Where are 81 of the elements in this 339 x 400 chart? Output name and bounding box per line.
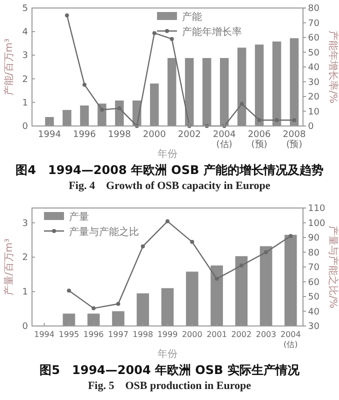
- x-tick-label: 2004(估): [212, 130, 236, 150]
- point: [82, 82, 86, 87]
- x-tick-label: 1994: [34, 330, 54, 339]
- y-tick-label: 5: [22, 4, 28, 14]
- legend-label: 产量: [69, 211, 89, 223]
- y-tick-label: 0: [22, 322, 28, 332]
- y2-tick-label: 50: [308, 292, 320, 302]
- y-tick-label: 3: [22, 51, 28, 62]
- y2-tick-label: 40: [308, 63, 320, 73]
- x-tick-label: 1997: [108, 330, 128, 339]
- legend-label: 产量与产能之比: [69, 226, 139, 238]
- x-tick-label: 2004(估): [280, 330, 301, 349]
- x-tick-label: 2003: [256, 330, 276, 339]
- point: [190, 240, 194, 244]
- point: [288, 234, 293, 238]
- x-tick-label: 1999: [157, 330, 178, 339]
- point: [214, 276, 219, 281]
- y2-tick-label: 30: [308, 78, 320, 88]
- y2-tick-label: 80: [308, 4, 320, 14]
- y-axis-title: 产能/百万m³: [3, 38, 15, 96]
- text: 图4 1994—2008 年欧洲 OSB 产能的增长情况及趋势: [16, 163, 324, 177]
- point: [274, 118, 279, 122]
- y2-tick-label: 70: [308, 18, 320, 29]
- legend-label: 产能: [182, 11, 202, 23]
- x-tick-label: 1996: [83, 330, 104, 339]
- point: [116, 302, 120, 306]
- x-tick-label: 2002: [178, 130, 201, 140]
- point: [264, 250, 268, 254]
- point: [92, 306, 96, 310]
- x-axis-title: 年份: [158, 148, 178, 160]
- legend-label: 产能年增长率: [182, 26, 242, 38]
- y-tick-label: 2: [22, 74, 28, 85]
- point: [292, 118, 296, 122]
- point: [100, 108, 104, 112]
- text: Fig. 4 Growth of OSB capacity in Europe: [68, 180, 270, 192]
- point: [166, 219, 170, 224]
- x-tick-label: 1998: [108, 130, 132, 140]
- point: [257, 118, 262, 122]
- point: [170, 36, 174, 41]
- y2-tick-label: 100: [308, 218, 326, 229]
- x-tick-label: 2000: [142, 130, 166, 140]
- point: [117, 106, 122, 110]
- x-tick-label: 2008(预): [282, 130, 306, 150]
- point: [64, 13, 69, 18]
- y2-tick-label: 70: [308, 263, 320, 273]
- x-tick-label: 2002: [231, 330, 252, 339]
- y2-tick-label: 80: [308, 248, 320, 258]
- y2-tick-label: 10: [308, 107, 320, 118]
- y2-tick-label: 90: [308, 234, 320, 244]
- y2-tick-label: 50: [308, 48, 320, 58]
- x-tick-label: 1994: [38, 130, 62, 140]
- point: [240, 102, 244, 106]
- text: Fig. 5 OSB production in Europe: [88, 380, 252, 392]
- y2-tick-label: 110: [308, 204, 326, 214]
- y-tick-label: 1: [22, 288, 28, 298]
- y2-tick-label: 0: [308, 122, 314, 132]
- y2-tick-label: 30: [308, 322, 320, 332]
- y2-axis-title: 产量与产能之比/%: [327, 226, 339, 308]
- y2-tick-label: 60: [308, 278, 320, 288]
- point: [152, 31, 156, 36]
- text: 图5 1994—2004 年欧洲 OSB 实际生产情况: [40, 363, 300, 377]
- x-tick-label: 2000: [182, 330, 202, 339]
- x-tick-label: 1998: [132, 330, 154, 339]
- y2-tick-label: 40: [308, 307, 320, 318]
- y-tick-label: 0: [22, 122, 28, 132]
- x-tick-label: 2001: [206, 330, 227, 339]
- y-tick-label: 4: [22, 28, 28, 38]
- x-tick-label: 1995: [58, 330, 80, 339]
- y-axis-title: 产量/百万m³: [3, 238, 15, 296]
- x-axis-title: 年份: [158, 348, 178, 360]
- x-tick-label: 2006(预): [248, 130, 272, 150]
- point: [140, 244, 145, 248]
- x-tick-label: 1996: [73, 130, 96, 140]
- point: [239, 264, 244, 268]
- point: [66, 288, 71, 293]
- y-tick-label: 1: [22, 98, 28, 108]
- y-tick-label: 2: [22, 253, 28, 264]
- y2-axis-title: 产能年增长率/%: [327, 30, 339, 104]
- y-tick-label: 3: [22, 218, 28, 229]
- y2-tick-label: 60: [308, 34, 320, 44]
- y2-tick-label: 20: [308, 92, 320, 102]
